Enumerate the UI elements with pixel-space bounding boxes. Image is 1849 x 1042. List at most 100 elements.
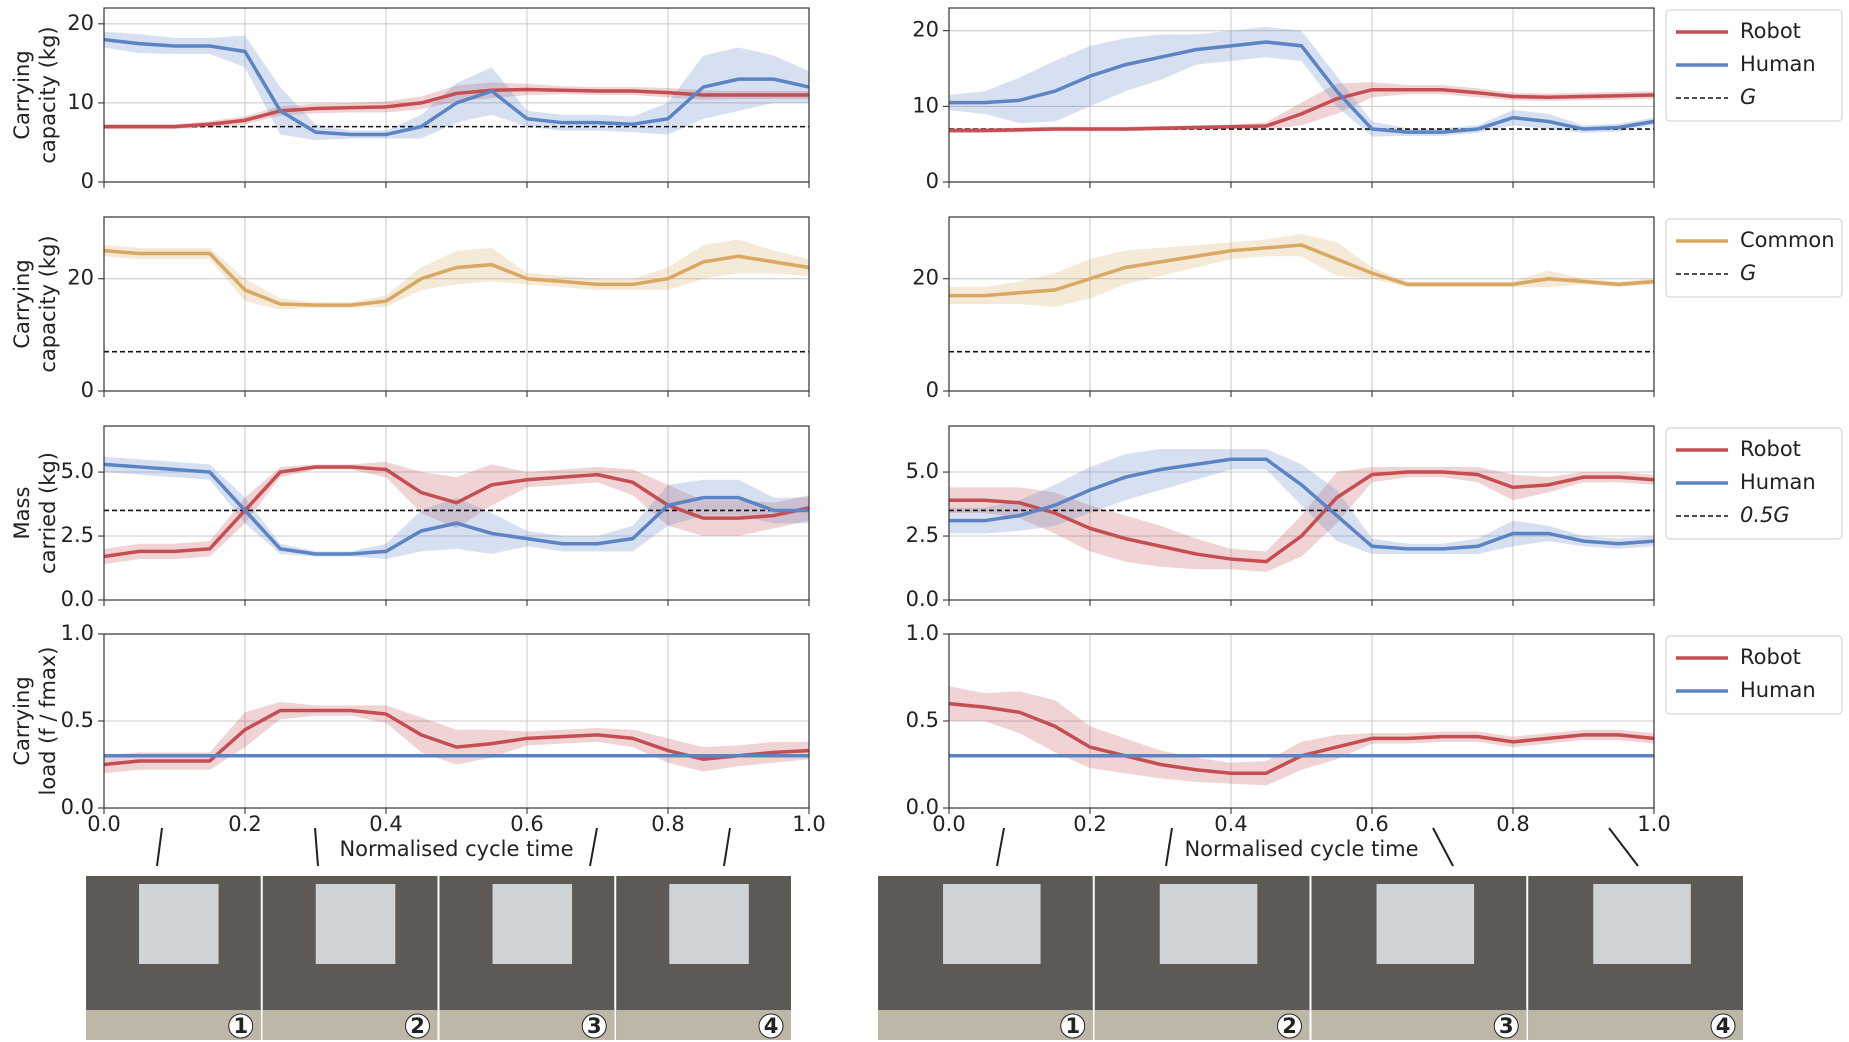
legend-label: Robot <box>1740 437 1801 461</box>
plot-frame <box>103 425 810 601</box>
x-tick-label: 0.6 <box>510 812 543 836</box>
legend-box <box>1665 218 1843 298</box>
legend-box <box>1665 635 1843 715</box>
photo-window <box>1593 884 1691 964</box>
legend-label: Robot <box>1740 19 1801 43</box>
y-tick-label: 0 <box>926 378 939 402</box>
y-tick-label: 0.5 <box>906 708 939 732</box>
frame-number-badge <box>228 1013 254 1039</box>
y-tick-label: 0 <box>81 378 94 402</box>
y-tick-label: 20 <box>912 266 939 290</box>
legend-label: G <box>1740 261 1756 285</box>
band <box>104 239 809 310</box>
plot-frame <box>103 633 810 809</box>
frame-number: 3 <box>587 1014 602 1038</box>
x-axis-label: Normalised cycle time <box>1184 837 1418 861</box>
band <box>949 82 1654 133</box>
frame-number-badge <box>1060 1013 1086 1039</box>
plot-frame <box>948 425 1655 601</box>
x-tick-label: 0.8 <box>1496 812 1529 836</box>
frame-number: 2 <box>410 1014 425 1038</box>
band <box>949 449 1654 554</box>
photo-window <box>1376 884 1475 964</box>
band <box>104 456 809 560</box>
y-tick-label: 20 <box>912 18 939 42</box>
x-tick-label: 0.0 <box>87 812 120 836</box>
y-tick-label: 2.5 <box>61 523 94 547</box>
x-tick-label: 0.8 <box>651 812 684 836</box>
x-tick-label: 0.2 <box>1073 812 1106 836</box>
band <box>949 26 1654 137</box>
y-axis-label: carried (kg) <box>36 452 60 574</box>
y-tick-label: 20 <box>67 266 94 290</box>
frame-number-badge <box>758 1013 784 1039</box>
frame-number: 1 <box>1065 1014 1080 1038</box>
y-tick-label: 2.5 <box>906 523 939 547</box>
x-tick-label: 1.0 <box>1637 812 1670 836</box>
plot-frame <box>103 216 810 392</box>
photo-table <box>1528 1010 1743 1040</box>
frame-number-badge <box>1277 1013 1302 1039</box>
y-tick-label: 10 <box>67 90 94 114</box>
frame-number: 3 <box>1499 1014 1514 1038</box>
legend-label: G <box>1740 85 1756 109</box>
legend-label: Robot <box>1740 645 1801 669</box>
series-line <box>104 87 809 129</box>
photo-table <box>1094 1010 1310 1040</box>
band <box>104 31 809 141</box>
y-tick-label: 0 <box>81 169 94 193</box>
frame-number-badge <box>1493 1013 1519 1039</box>
frame-number: 2 <box>1282 1014 1297 1038</box>
photo-window <box>1159 884 1258 964</box>
series-line <box>103 465 810 559</box>
legend-label: Human <box>1740 52 1816 76</box>
connector-lines <box>156 827 1639 867</box>
photo-window <box>139 884 219 964</box>
band <box>104 82 809 130</box>
series-line <box>949 40 1655 134</box>
legend-box <box>1665 9 1843 122</box>
y-tick-label: 0 <box>926 169 939 193</box>
legend-label: Human <box>1740 470 1816 494</box>
legend-label: Human <box>1740 678 1816 702</box>
band <box>949 233 1654 307</box>
y-tick-label: 0.0 <box>906 795 939 819</box>
x-axis-label: Normalised cycle time <box>339 837 573 861</box>
x-tick-label: 0.2 <box>228 812 261 836</box>
photo-window <box>492 884 573 964</box>
y-tick-label: 5.0 <box>906 459 939 483</box>
y-tick-label: 20 <box>67 11 94 35</box>
y-tick-label: 10 <box>912 93 939 117</box>
legend-box <box>1665 427 1843 540</box>
plot-frame <box>948 7 1655 183</box>
y-axis-label: Mass <box>10 487 34 540</box>
photo-table <box>878 1010 1093 1040</box>
photo-window <box>315 884 396 964</box>
y-axis-label: Carrying <box>10 676 34 765</box>
plot-frame <box>948 633 1655 809</box>
photo-window <box>943 884 1041 964</box>
x-tick-label: 0.4 <box>369 812 402 836</box>
y-tick-label: 0.0 <box>906 587 939 611</box>
photo-table <box>1311 1010 1527 1040</box>
x-tick-label: 0.4 <box>1214 812 1247 836</box>
band <box>104 461 809 565</box>
y-tick-label: 0.0 <box>61 587 94 611</box>
band <box>949 466 1654 572</box>
band <box>949 686 1654 786</box>
y-tick-label: 0.0 <box>61 795 94 819</box>
photo-window <box>669 884 749 964</box>
y-axis-label: capacity (kg) <box>36 235 60 372</box>
series-line <box>103 462 809 556</box>
y-tick-label: 0.5 <box>61 708 94 732</box>
series-line <box>949 243 1655 298</box>
plot-frame <box>103 7 810 183</box>
y-axis-label: Carrying <box>10 259 34 348</box>
x-tick-label: 1.0 <box>792 812 825 836</box>
frame-number: 1 <box>233 1014 248 1038</box>
plot-frame <box>948 216 1655 392</box>
series-line <box>103 248 810 307</box>
y-axis-label: load (f / fmax) <box>36 647 60 796</box>
